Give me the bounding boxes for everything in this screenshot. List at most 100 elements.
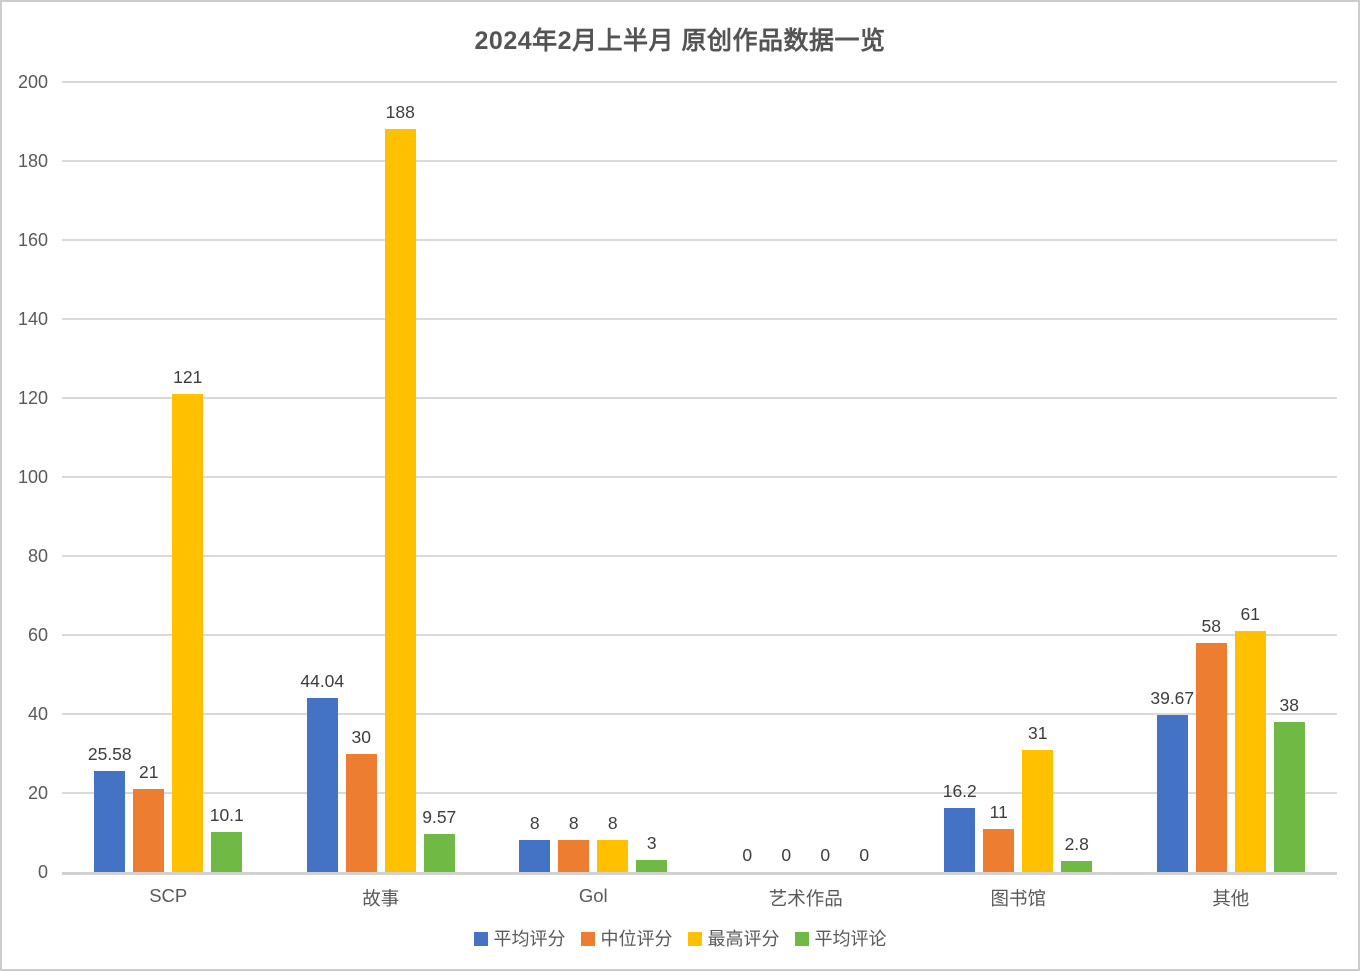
bar-median-score [1195, 642, 1227, 872]
bar-slot-median-score: 0 [771, 82, 802, 872]
gridline-60 [62, 634, 1337, 636]
bar-avg-score [94, 770, 126, 872]
gridline-200 [62, 81, 1337, 83]
bar-median-score [558, 840, 590, 872]
bar-group-1: 25.58 21 121 10.1 [62, 82, 275, 872]
bar-slot-avg-comments: 38 [1273, 82, 1305, 872]
bar-slot-avg-comments: 9.57 [422, 82, 457, 872]
bar-avg-score [306, 698, 338, 872]
y-axis-tick-label: 20 [27, 783, 48, 803]
bar-median-score [345, 753, 377, 872]
legend-label: 中位评分 [600, 929, 673, 949]
bar-median-score [133, 789, 165, 872]
bar-avg-comments [1061, 860, 1093, 872]
legend-swatch-icon [580, 932, 595, 946]
bar-value-label: 10.1 [209, 805, 244, 826]
legend-swatch-icon [473, 932, 488, 946]
x-axis-category-label: 其他 [1212, 888, 1250, 909]
bar-value-label: 8 [529, 813, 540, 834]
gridline-120 [62, 397, 1337, 399]
bar-avg-score [1156, 715, 1188, 872]
x-axis-labels: SCP 故事 Gol 艺术作品 图书馆 其他 [62, 885, 1337, 911]
bar-slot-max-score: 188 [384, 82, 416, 872]
bar-slot-max-score: 61 [1234, 82, 1266, 872]
chart-title: 2024年2月上半月 原创作品数据一览 [474, 27, 886, 55]
y-axis-tick-label: 100 [17, 467, 48, 487]
bar-slot-avg-score: 0 [732, 82, 763, 872]
bar-slot-max-score: 31 [1022, 82, 1054, 872]
bar-max-score [1234, 631, 1266, 872]
bar-value-label: 0 [859, 845, 870, 865]
x-axis-line [62, 872, 1337, 875]
legend: 平均评分 中位评分 最高评分 平均评论 [2, 929, 1358, 949]
bar-avg-comments [423, 834, 455, 872]
x-axis-category-label: 故事 [362, 888, 400, 909]
bar-group-4: 0 0 0 0 [700, 82, 913, 872]
y-axis-tick-label: 180 [17, 151, 48, 171]
gridline-80 [62, 555, 1337, 557]
bar-max-score [384, 129, 416, 872]
bar-slot-avg-score: 8 [519, 82, 551, 872]
bar-value-label: 121 [173, 367, 203, 388]
y-axis-tick-label: 160 [17, 230, 48, 250]
bar-slot-avg-score: 25.58 [88, 82, 132, 872]
bar-avg-comments [1273, 721, 1305, 872]
bar-value-label: 11 [989, 801, 1008, 822]
bar-slot-max-score: 0 [810, 82, 841, 872]
bar-slot-median-score: 30 [345, 82, 377, 872]
y-axis-tick-label: 0 [37, 862, 48, 882]
gridline-140 [62, 318, 1337, 320]
legend-label: 平均评论 [814, 929, 887, 949]
bar-slot-avg-comments: 2.8 [1061, 82, 1093, 872]
gridline-20 [62, 792, 1337, 794]
bar-value-label: 58 [1201, 615, 1221, 636]
legend-label: 平均评分 [493, 929, 566, 949]
bar-value-label: 2.8 [1064, 833, 1089, 854]
bar-slot-avg-comments: 10.1 [209, 82, 244, 872]
bar-value-label: 0 [742, 845, 753, 865]
bar-value-label: 44.04 [300, 671, 345, 692]
bar-slot-avg-comments: 0 [849, 82, 880, 872]
x-axis-category-label: SCP [149, 885, 188, 906]
y-axis-tick-label: 80 [27, 546, 48, 566]
gridline-40 [62, 713, 1337, 715]
bar-value-label: 61 [1240, 604, 1260, 625]
bar-value-label: 0 [820, 845, 831, 865]
legend-swatch-icon [794, 932, 809, 946]
bar-slot-avg-comments: 3 [636, 82, 668, 872]
plot-area: 25.58 21 121 10.1 44.04 30 188 9.57 8 8 8 3 0 0 0 0 16.2… [62, 81, 1337, 875]
bar-slot-median-score: 58 [1195, 82, 1227, 872]
bar-slot-avg-score: 16.2 [942, 82, 977, 872]
bar-value-label: 31 [1028, 722, 1048, 743]
bar-value-label: 188 [385, 102, 415, 123]
x-axis-category-label: 艺术作品 [768, 888, 843, 909]
bar-value-label: 9.57 [422, 807, 457, 828]
x-axis-category-label: Gol [578, 885, 608, 906]
gridline-160 [62, 239, 1337, 241]
bar-slot-median-score: 8 [558, 82, 590, 872]
bar-value-label: 16.2 [942, 781, 977, 802]
bar-value-label: 0 [781, 845, 792, 865]
y-axis-tick-label: 40 [27, 704, 48, 724]
bar-value-label: 8 [568, 813, 579, 834]
bar-median-score [983, 828, 1015, 872]
y-axis-tick-label: 200 [17, 72, 48, 92]
legend-swatch-icon [687, 932, 702, 946]
x-axis-category-label: 图书馆 [990, 888, 1046, 909]
bar-max-score [172, 394, 204, 872]
legend-item-avg-score: 平均评分 [473, 929, 566, 949]
bar-slot-median-score: 21 [133, 82, 165, 872]
legend-item-median-score: 中位评分 [580, 929, 673, 949]
y-axis-tick-label: 60 [27, 625, 48, 645]
bar-max-score [597, 840, 629, 872]
bar-max-score [1022, 749, 1054, 872]
y-axis-tick-label: 120 [17, 388, 48, 408]
gridline-100 [62, 476, 1337, 478]
bar-value-label: 38 [1279, 694, 1299, 715]
bar-value-label: 39.67 [1150, 688, 1195, 709]
bar-group-5: 16.2 11 31 2.8 [912, 82, 1125, 872]
bar-slot-max-score: 8 [597, 82, 629, 872]
bar-slot-median-score: 11 [983, 82, 1015, 872]
legend-item-avg-comments: 平均评论 [794, 929, 887, 949]
